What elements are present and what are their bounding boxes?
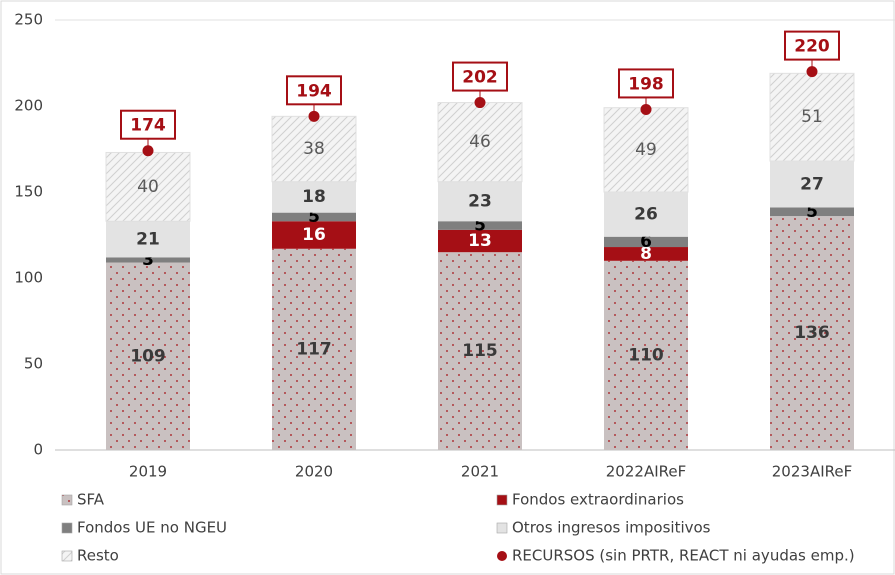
bar-segment bbox=[770, 216, 854, 450]
y-tick-label: 100 bbox=[14, 269, 43, 287]
x-tick-label: 2019 bbox=[129, 463, 167, 481]
data-label: 26 bbox=[634, 204, 658, 224]
bar-segment bbox=[106, 262, 190, 450]
data-label: 109 bbox=[130, 346, 166, 366]
data-label: 8 bbox=[640, 244, 652, 264]
total-marker bbox=[640, 103, 652, 115]
y-tick-label: 0 bbox=[33, 441, 43, 459]
data-label: 3 bbox=[142, 250, 154, 270]
data-label: 49 bbox=[635, 140, 657, 160]
data-label: 40 bbox=[137, 177, 159, 197]
legend-label: RECURSOS (sin PRTR, REACT ni ayudas emp.… bbox=[512, 547, 855, 565]
data-label: 115 bbox=[462, 341, 498, 361]
x-tick-label: 2023AIReF bbox=[772, 463, 852, 481]
bar-segment bbox=[438, 181, 522, 222]
data-label: 16 bbox=[302, 225, 326, 245]
bar-segment bbox=[272, 181, 356, 213]
total-marker bbox=[142, 145, 154, 157]
total-label: 194 bbox=[296, 81, 332, 101]
y-tick-label: 50 bbox=[24, 355, 43, 373]
data-label: 5 bbox=[806, 202, 818, 222]
legend-label: SFA bbox=[77, 491, 105, 509]
data-label: 38 bbox=[303, 139, 325, 159]
total-marker bbox=[474, 97, 486, 109]
legend-label: Otros ingresos impositivos bbox=[512, 519, 711, 537]
total-label: 220 bbox=[794, 37, 830, 57]
total-marker bbox=[308, 110, 320, 122]
bar-segment bbox=[437, 102, 523, 183]
bar-segment bbox=[604, 192, 688, 237]
y-tick-label: 200 bbox=[14, 97, 43, 115]
data-label: 117 bbox=[296, 339, 332, 359]
x-tick-label: 2020 bbox=[295, 463, 333, 481]
bar-segment bbox=[272, 221, 356, 249]
bar-segment bbox=[604, 247, 688, 261]
legend-label: Fondos UE no NGEU bbox=[77, 519, 227, 537]
y-tick-label: 250 bbox=[14, 11, 43, 29]
data-label: 6 bbox=[640, 232, 652, 252]
bar-segment bbox=[438, 221, 522, 230]
bar-segment bbox=[604, 260, 688, 450]
bar-segment bbox=[106, 221, 190, 258]
total-label: 198 bbox=[628, 74, 664, 94]
data-label: 136 bbox=[794, 323, 830, 343]
x-tick-label: 2021 bbox=[461, 463, 499, 481]
data-label: 13 bbox=[468, 231, 492, 251]
bar-segment bbox=[272, 248, 356, 450]
data-label: 27 bbox=[800, 174, 824, 194]
bar-segment bbox=[770, 161, 854, 208]
bar-segment bbox=[438, 252, 522, 450]
total-label-box bbox=[784, 30, 840, 61]
data-label: 46 bbox=[469, 132, 491, 152]
total-label: 174 bbox=[130, 116, 166, 136]
data-label: 5 bbox=[308, 207, 320, 227]
data-label: 110 bbox=[628, 345, 664, 365]
legend-swatch bbox=[61, 494, 73, 506]
bar-segment bbox=[271, 115, 357, 183]
data-label: 18 bbox=[302, 187, 326, 207]
bar-segment bbox=[604, 236, 688, 248]
legend-swatch bbox=[61, 522, 73, 534]
bar-segment bbox=[770, 207, 854, 217]
total-label-box bbox=[286, 75, 342, 106]
legend-swatch bbox=[61, 550, 73, 562]
legend-swatch bbox=[497, 551, 507, 561]
data-label: 51 bbox=[801, 107, 823, 127]
bar-segment bbox=[438, 229, 522, 253]
total-label-box bbox=[452, 61, 508, 92]
x-tick-label: 2022AIReF bbox=[606, 463, 686, 481]
y-tick-label: 150 bbox=[14, 183, 43, 201]
legend-swatch bbox=[496, 522, 508, 534]
legend-label: Resto bbox=[77, 547, 119, 565]
data-label: 23 bbox=[468, 191, 492, 211]
total-label-box bbox=[120, 109, 176, 140]
bar-segment bbox=[272, 212, 356, 222]
legend-label: Fondos extraordinarios bbox=[512, 491, 684, 509]
total-marker bbox=[806, 66, 818, 78]
legend-swatch bbox=[496, 494, 508, 506]
data-label: 5 bbox=[474, 216, 486, 236]
data-label: 21 bbox=[136, 229, 160, 249]
total-label-box bbox=[618, 68, 674, 99]
total-label: 202 bbox=[462, 68, 498, 88]
bar-segment bbox=[106, 257, 190, 263]
